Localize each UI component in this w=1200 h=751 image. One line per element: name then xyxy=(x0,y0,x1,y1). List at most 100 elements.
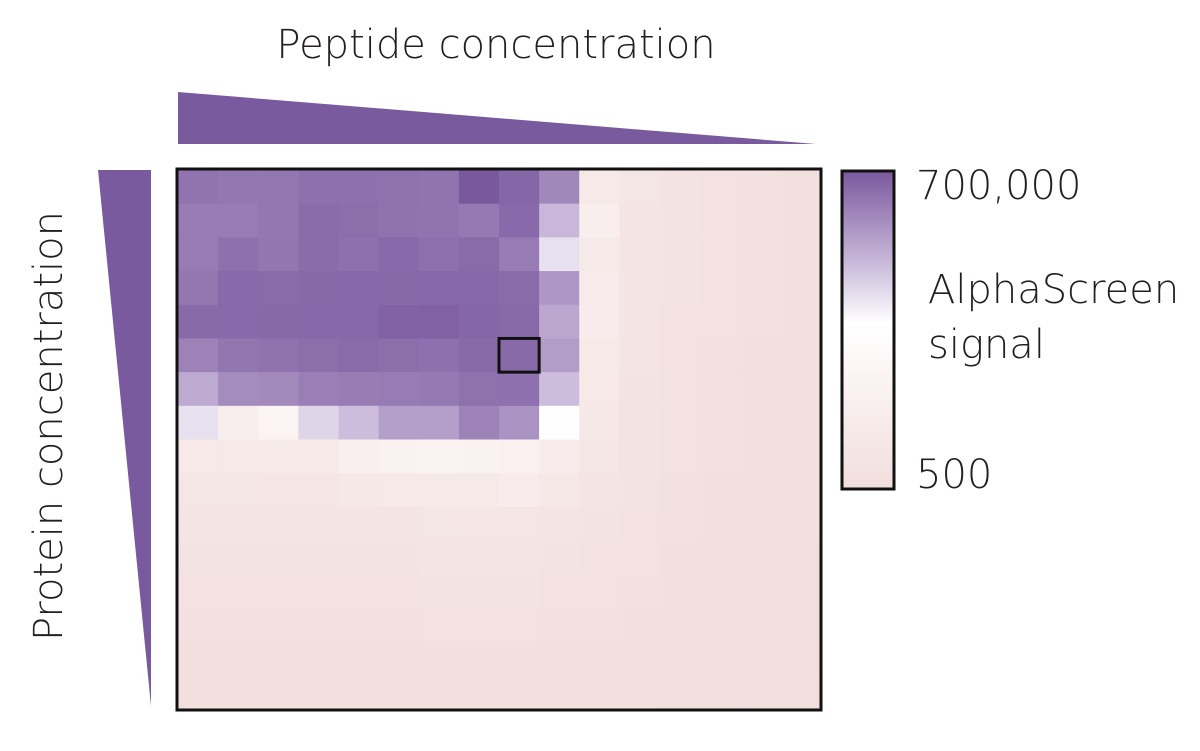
heatmap-cell xyxy=(739,540,781,575)
heatmap-cell xyxy=(418,607,460,643)
heatmap-cell xyxy=(499,271,540,306)
heatmap-cell xyxy=(699,203,741,238)
heatmap-cell xyxy=(619,203,661,238)
heatmap-cell xyxy=(579,506,620,542)
heatmap-cell xyxy=(539,607,580,643)
heatmap-cell xyxy=(218,170,259,205)
heatmap-cell xyxy=(298,439,340,474)
heatmap-cell xyxy=(739,304,781,340)
heatmap-cell xyxy=(499,372,540,407)
heatmap-cell xyxy=(659,237,701,272)
heatmap-cell xyxy=(699,641,741,676)
heatmap-cell xyxy=(338,574,380,609)
heatmap-cell xyxy=(539,338,580,373)
heatmap-cell xyxy=(539,506,580,542)
heatmap-cell xyxy=(699,405,741,441)
heatmap-cell xyxy=(739,506,781,542)
heatmap-cell xyxy=(258,372,299,407)
heatmap-cell xyxy=(298,506,340,542)
heatmap-cell xyxy=(178,574,219,609)
heatmap-cell xyxy=(378,271,420,306)
heatmap-cell xyxy=(338,607,380,643)
heatmap-cell xyxy=(779,473,821,508)
heatmap-cell xyxy=(258,237,299,272)
heatmap-cell xyxy=(458,574,500,609)
heatmap-cell xyxy=(539,574,580,609)
heatmap-cell xyxy=(739,170,781,205)
heatmap-cell xyxy=(458,237,500,272)
heatmap-cell xyxy=(418,405,460,441)
heatmap-cell xyxy=(739,439,781,474)
heatmap-cell xyxy=(619,641,661,676)
heatmap-cell xyxy=(659,203,701,238)
heatmap-cell xyxy=(779,405,821,441)
heatmap-cell xyxy=(378,506,420,542)
heatmap-cell xyxy=(378,675,420,710)
heatmap-cell xyxy=(458,607,500,643)
heatmap-cell xyxy=(458,473,500,508)
heatmap-cell xyxy=(539,372,580,407)
heatmap-cell xyxy=(378,170,420,205)
heatmap-cell xyxy=(539,203,580,238)
heatmap-cell xyxy=(458,271,500,306)
heatmap-cell xyxy=(579,271,620,306)
heatmap-cell xyxy=(258,170,299,205)
heatmap-cell xyxy=(619,271,661,306)
heatmap-cell xyxy=(178,304,219,340)
heatmap-cell xyxy=(298,405,340,441)
heatmap-cell xyxy=(378,574,420,609)
heatmap-cell xyxy=(418,540,460,575)
heatmap-cell xyxy=(659,473,701,508)
heatmap-cell xyxy=(619,574,661,609)
heatmap-cell xyxy=(739,338,781,373)
heatmap-cell xyxy=(739,203,781,238)
heatmap-cell xyxy=(218,574,259,609)
heatmap-cell xyxy=(458,372,500,407)
heatmap-cell xyxy=(218,540,259,575)
heatmap-cell xyxy=(699,506,741,542)
heatmap-cell xyxy=(418,506,460,542)
heatmap-cell xyxy=(418,304,460,340)
heatmap-cell xyxy=(298,372,340,407)
heatmap-cell xyxy=(579,641,620,676)
heatmap-cell xyxy=(539,473,580,508)
heatmap-cell xyxy=(218,506,259,542)
heatmap-cell xyxy=(458,540,500,575)
colorbar-max-label: 700,000 xyxy=(916,163,1081,209)
heatmap-cell xyxy=(499,574,540,609)
heatmap-cell xyxy=(739,574,781,609)
heatmap-cell xyxy=(499,641,540,676)
heatmap-cell xyxy=(178,338,219,373)
heatmap-cell xyxy=(458,203,500,238)
heatmap-cell xyxy=(659,675,701,710)
heatmap-cell xyxy=(378,540,420,575)
heatmap-cell xyxy=(579,540,620,575)
heatmap-cell xyxy=(539,675,580,710)
heatmap-cell xyxy=(178,237,219,272)
heatmap-cell xyxy=(699,304,741,340)
heatmap-cell xyxy=(418,203,460,238)
heatmap-cell xyxy=(178,439,219,474)
heatmap-cell xyxy=(418,574,460,609)
heatmap-cell xyxy=(378,439,420,474)
heatmap-cell xyxy=(418,271,460,306)
heatmap-cell xyxy=(659,574,701,609)
heatmap-cell xyxy=(699,372,741,407)
heatmap-cell xyxy=(258,338,299,373)
heatmap-cell xyxy=(338,170,380,205)
heatmap-cell xyxy=(499,203,540,238)
heatmap-cell xyxy=(298,607,340,643)
heatmap-cell xyxy=(378,372,420,407)
heatmap-cell xyxy=(418,675,460,710)
heatmap-cell xyxy=(579,675,620,710)
heatmap-cell xyxy=(218,641,259,676)
heatmap-cell xyxy=(699,271,741,306)
heatmap-cell xyxy=(539,439,580,474)
heatmap-cell xyxy=(699,473,741,508)
heatmap-cell xyxy=(739,405,781,441)
colorbar-title-line-2: signal xyxy=(928,322,1045,368)
heatmap-cell xyxy=(779,607,821,643)
heatmap-cell xyxy=(258,641,299,676)
heatmap-cell xyxy=(779,641,821,676)
heatmap-cell xyxy=(338,439,380,474)
